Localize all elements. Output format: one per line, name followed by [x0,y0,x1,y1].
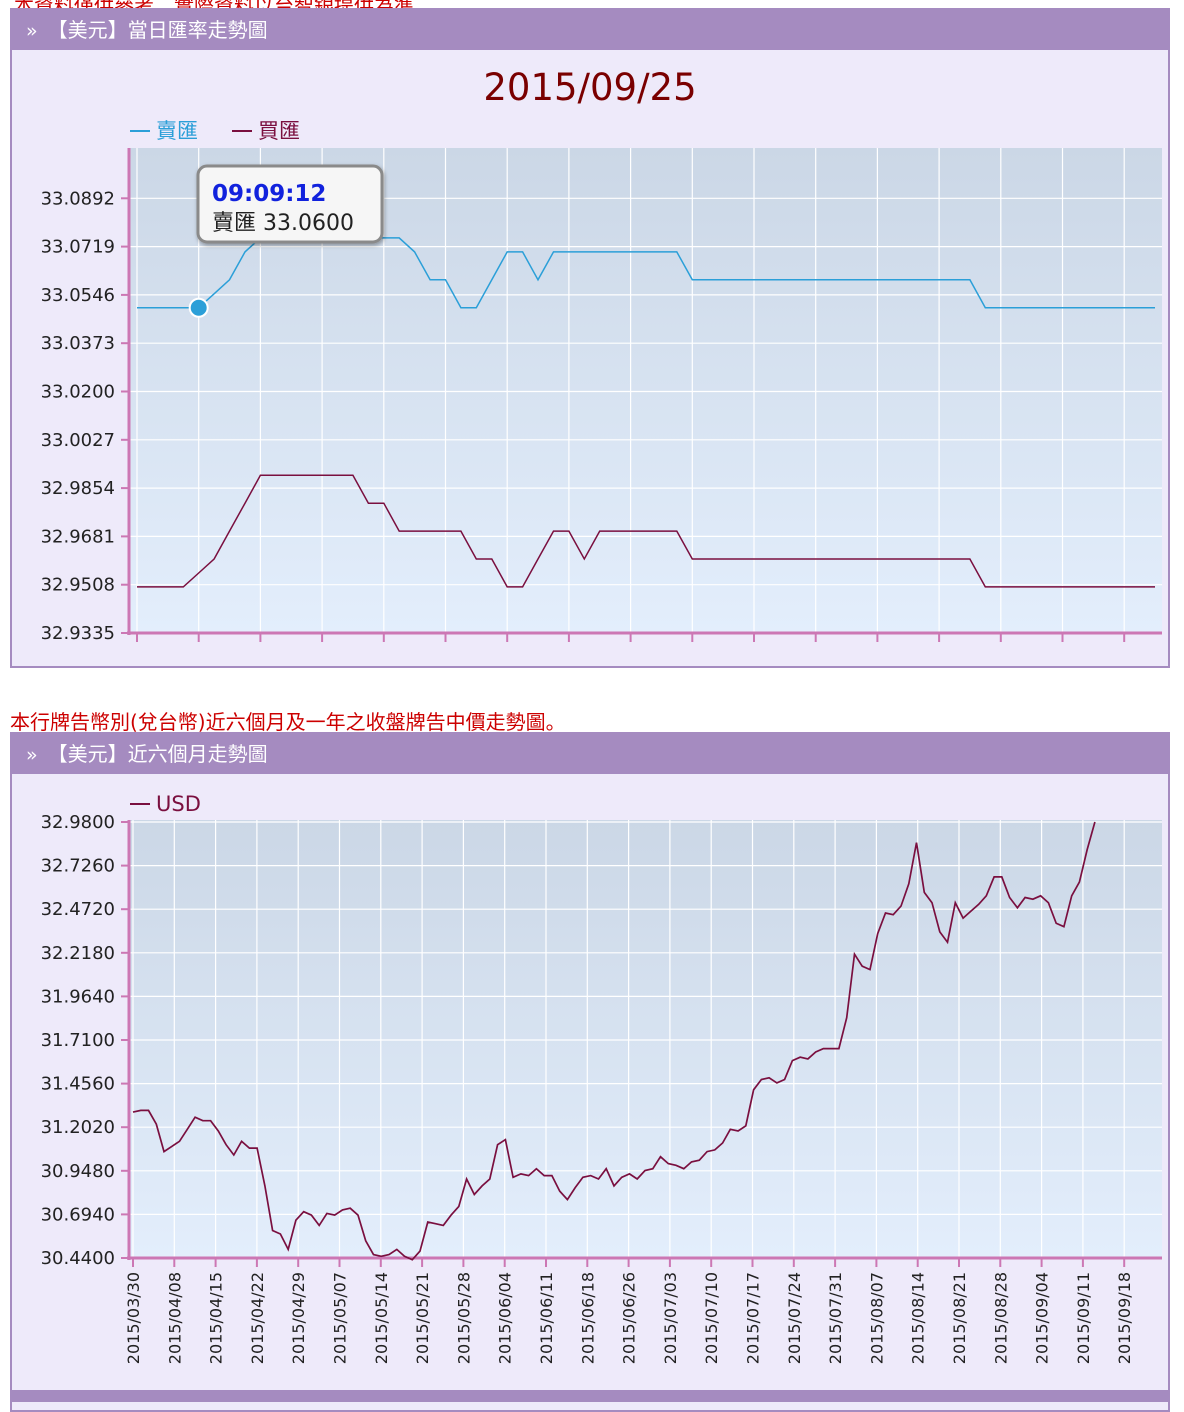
x-tick-label: 2015/06/26 [620,1272,639,1364]
x-tick-label: 2015/09/18 [1115,1272,1134,1364]
x-tick-label: 2015/07/17 [744,1272,763,1364]
y-tick-label: 33.0546 [41,285,115,306]
x-tick-label: 2015/09/04 [1033,1272,1052,1364]
six-month-panel-header[interactable]: » 【美元】近六個月走勢圖 [12,734,1168,774]
x-tick-label: 2015/06/18 [578,1272,597,1364]
y-tick-label: 31.7100 [41,1030,115,1051]
x-tick-label: 2015/03/30 [124,1272,143,1364]
next-panel-header-strip [10,1390,1170,1402]
daily-panel-title: 【美元】當日匯率走勢圖 [47,18,268,42]
x-tick-label: 2015/04/22 [248,1272,267,1364]
y-tick-label: 32.7260 [41,856,115,877]
x-tick-label: 2015/04/29 [289,1272,308,1364]
x-tick-label: 2015/09/11 [1074,1272,1093,1364]
y-tick-label: 30.4400 [41,1248,115,1269]
x-tick-label: 2015/07/24 [785,1272,804,1364]
tooltip-time: 09:09:12 [212,181,326,207]
x-tick-label: 2015/04/15 [207,1272,226,1364]
daily-panel-header[interactable]: » 【美元】當日匯率走勢圖 [12,10,1168,50]
x-tick-label: 2015/06/11 [537,1272,556,1364]
hover-point-marker[interactable] [188,297,209,318]
y-tick-label: 33.0373 [41,333,115,354]
y-tick-label: 32.9681 [41,526,115,547]
chart-title: 2015/09/25 [483,66,696,109]
series-line-0 [132,821,1096,1261]
x-tick-label: 2015/05/14 [372,1272,391,1364]
y-tick-label: 31.2020 [41,1117,115,1138]
x-tick-label: 2015/07/31 [826,1272,845,1364]
x-tick-label: 2015/08/28 [991,1272,1010,1364]
y-tick-label: 31.9640 [41,986,115,1007]
double-chevron-right-icon: » [26,744,38,766]
x-tick-label: 2015/07/03 [661,1272,680,1364]
y-tick-label: 33.0719 [41,237,115,258]
double-chevron-right-icon: » [26,20,38,42]
six-month-section-note: 本行牌告幣別(兌台幣)近六個月及一年之收盤牌告中價走勢圖。 [10,710,566,734]
y-tick-label: 32.2180 [41,943,115,964]
y-tick-label: 33.0892 [41,188,115,209]
tooltip-value: 賣匯 33.0600 [212,211,354,236]
legend-entry[interactable]: 賣匯 [156,119,198,143]
y-tick-label: 32.9854 [41,478,115,499]
y-tick-label: 33.0027 [41,430,115,451]
y-tick-label: 33.0200 [41,382,115,403]
six-month-panel-title: 【美元】近六個月走勢圖 [47,742,268,766]
x-tick-label: 2015/05/28 [454,1272,473,1364]
plot-area [129,820,1162,1258]
y-tick-label: 32.4720 [41,899,115,920]
y-tick-label: 30.9480 [41,1161,115,1182]
series-line-1 [137,474,1155,588]
x-tick-label: 2015/06/04 [496,1272,515,1364]
x-tick-label: 2015/07/10 [702,1272,721,1364]
x-tick-label: 2015/08/14 [909,1272,928,1364]
y-tick-label: 32.9335 [41,623,115,644]
x-tick-label: 2015/08/21 [950,1272,969,1364]
legend-entry[interactable]: USD [156,792,201,816]
legend-entry[interactable]: 買匯 [258,119,300,143]
x-tick-label: 2015/04/08 [165,1272,184,1364]
x-tick-label: 2015/05/07 [331,1272,350,1364]
y-tick-label: 32.9800 [41,812,115,833]
tooltip-box [196,164,384,244]
y-tick-label: 32.9508 [41,575,115,596]
x-tick-label: 2015/05/21 [413,1272,432,1364]
y-tick-label: 30.6940 [41,1204,115,1225]
x-tick-label: 2015/08/07 [867,1272,886,1364]
y-tick-label: 31.4560 [41,1074,115,1095]
